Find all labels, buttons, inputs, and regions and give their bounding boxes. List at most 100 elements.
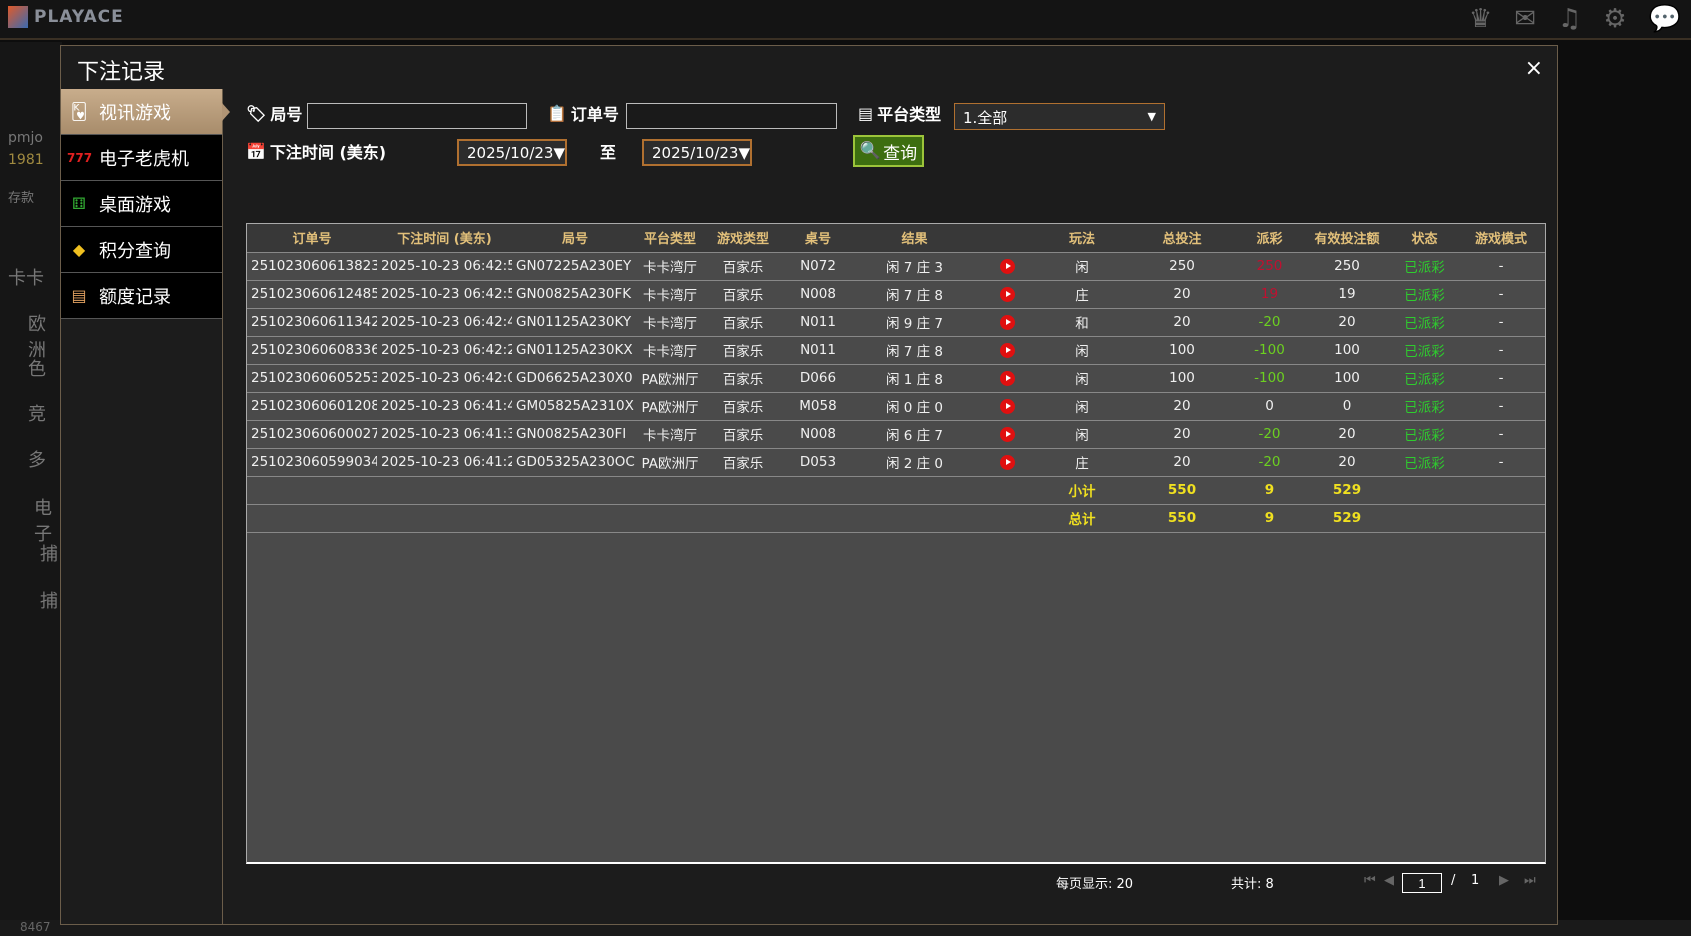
play-video-icon[interactable] <box>999 370 1015 386</box>
cell-replay[interactable] <box>977 392 1037 421</box>
logo-text: PLAYACE <box>34 7 124 27</box>
cell-bet-time: 2025-10-23 06:41:29 <box>377 448 512 477</box>
cell-result: 闲 9 庄 7 <box>852 308 977 337</box>
play-video-icon[interactable] <box>999 398 1015 414</box>
cell-total-bet: 20 <box>1127 280 1237 309</box>
sidebar: 🂾 视讯游戏 777 电子老虎机 ⚅ 桌面游戏 ◆ 积分查询 ▤ 额度记录 <box>61 89 230 925</box>
play-video-icon[interactable] <box>999 258 1015 274</box>
vip-icon[interactable]: ♛ <box>1468 4 1493 34</box>
cell-game-type: 百家乐 <box>702 420 784 449</box>
platform-select[interactable]: 1.全部 ▼ <box>954 103 1165 130</box>
prev-page-icon[interactable]: ◀ <box>1384 873 1394 888</box>
total-pages: 1 <box>1471 873 1480 888</box>
header-replay <box>977 224 1037 253</box>
cell-platform: 卡卡湾厅 <box>638 280 702 309</box>
tag-icon: 🏷 <box>246 103 267 123</box>
cell-order-no: 251023060608336 <box>247 336 377 365</box>
cell-bet-type: 庄 <box>1037 448 1127 477</box>
message-icon[interactable]: 💬 <box>1648 4 1681 34</box>
cell-valid-bet: 100 <box>1302 336 1392 365</box>
first-page-icon[interactable]: ⏮ <box>1364 873 1376 888</box>
total-label: 总计 <box>1037 504 1127 533</box>
cell-bet-type: 闲 <box>1037 392 1127 421</box>
cell-payout: -100 <box>1237 336 1302 365</box>
cell-game-mode: - <box>1457 280 1545 309</box>
sidebar-item-table-games[interactable]: ⚅ 桌面游戏 <box>61 181 222 227</box>
cell-replay[interactable] <box>977 280 1037 309</box>
order-input[interactable] <box>626 103 837 129</box>
close-button[interactable]: × <box>1524 56 1543 81</box>
cell-bet-time: 2025-10-23 06:42:25 <box>377 336 512 365</box>
cell-valid-bet: 20 <box>1302 308 1392 337</box>
date-from-select[interactable]: 2025/10/23▼ <box>457 139 567 166</box>
cell-game-type: 百家乐 <box>702 336 784 365</box>
cell-replay[interactable] <box>977 252 1037 281</box>
cell-platform: 卡卡湾厅 <box>638 252 702 281</box>
cell-payout: -100 <box>1237 364 1302 393</box>
calendar-icon: 📅 <box>246 141 266 161</box>
bg-item: 电子 <box>34 498 52 545</box>
empty-cell <box>377 476 512 505</box>
content: 🏷 局号 📋 订单号 ▤ 平台类型 1.全部 ▼ 📅 下注时间 (美东) 2025/10/… <box>224 89 1557 924</box>
play-video-icon[interactable] <box>999 426 1015 442</box>
cell-replay[interactable] <box>977 420 1037 449</box>
cell-payout: -20 <box>1237 448 1302 477</box>
cell-status: 已派彩 <box>1392 280 1457 309</box>
cell-result: 闲 6 庄 7 <box>852 420 977 449</box>
platform-label-text: 平台类型 <box>877 105 942 124</box>
chat-icon[interactable]: ✉ <box>1514 4 1536 34</box>
bet-record-modal: 下注记录 × 🂾 视讯游戏 777 电子老虎机 ⚅ 桌面游戏 ◆ 积分查询 ▤ 额度记录 … <box>60 45 1558 925</box>
cell-replay[interactable] <box>977 336 1037 365</box>
cell-game-mode: - <box>1457 364 1545 393</box>
date-to-select[interactable]: 2025/10/23▼ <box>642 139 752 166</box>
cell-round-no: GN01125A230KX <box>512 336 638 365</box>
round-input[interactable] <box>307 103 527 129</box>
cell-bet-type: 闲 <box>1037 420 1127 449</box>
cell-round-no: GN01125A230KY <box>512 308 638 337</box>
page-separator: / <box>1451 873 1456 888</box>
play-video-icon[interactable] <box>999 314 1015 330</box>
play-video-icon[interactable] <box>999 454 1015 470</box>
total-total-bet: 550 <box>1127 504 1237 533</box>
cell-bet-type: 闲 <box>1037 364 1127 393</box>
cell-table-no: N011 <box>784 336 852 365</box>
table-row: 251023060599034 2025-10-23 06:41:29 GD0532… <box>247 448 1545 477</box>
cell-replay[interactable] <box>977 308 1037 337</box>
dice-icon: ⚅ <box>72 194 86 213</box>
last-page-icon[interactable]: ⏭ <box>1524 873 1536 888</box>
next-page-icon[interactable]: ▶ <box>1499 873 1509 888</box>
table-row: 251023060613823 2025-10-23 06:42:57 GN0722… <box>247 252 1545 281</box>
sidebar-item-slots[interactable]: 777 电子老虎机 <box>61 135 222 181</box>
time-label: 📅 下注时间 (美东) <box>246 139 386 163</box>
sidebar-item-credit-records[interactable]: ▤ 额度记录 <box>61 273 222 319</box>
sidebar-item-points[interactable]: ◆ 积分查询 <box>61 227 222 273</box>
cell-bet-type: 闲 <box>1037 252 1127 281</box>
play-video-icon[interactable] <box>999 342 1015 358</box>
header-payout: 派彩 <box>1237 224 1302 253</box>
page-input[interactable] <box>1402 873 1442 893</box>
query-label: 查询 <box>883 143 918 164</box>
cell-table-no: N008 <box>784 420 852 449</box>
bg-item: 色 <box>28 359 46 380</box>
platform-label: ▤ 平台类型 <box>858 101 941 125</box>
subtotal-valid-bet: 529 <box>1302 476 1392 505</box>
cell-table-no: D066 <box>784 364 852 393</box>
cell-order-no: 251023060612485 <box>247 280 377 309</box>
play-video-icon[interactable] <box>999 286 1015 302</box>
round-label-text: 局号 <box>270 105 303 124</box>
query-button[interactable]: 🔍 查询 <box>853 135 924 167</box>
cell-round-no: GM05825A2310X <box>512 392 638 421</box>
777-slot-icon: 777 <box>67 150 93 165</box>
gear-icon[interactable]: ⚙ <box>1603 4 1627 34</box>
sidebar-item-live-games[interactable]: 🂾 视讯游戏 <box>61 89 230 135</box>
top-bar: PLAYACE ♛ ✉ ♫ ⚙ 💬 <box>0 0 1691 40</box>
cell-game-mode: - <box>1457 308 1545 337</box>
cell-status: 已派彩 <box>1392 420 1457 449</box>
cell-table-no: D053 <box>784 448 852 477</box>
music-icon[interactable]: ♫ <box>1558 4 1582 34</box>
cell-bet-type: 和 <box>1037 308 1127 337</box>
cell-replay[interactable] <box>977 448 1037 477</box>
cell-game-mode: - <box>1457 448 1545 477</box>
cell-replay[interactable] <box>977 364 1037 393</box>
cell-status: 已派彩 <box>1392 364 1457 393</box>
